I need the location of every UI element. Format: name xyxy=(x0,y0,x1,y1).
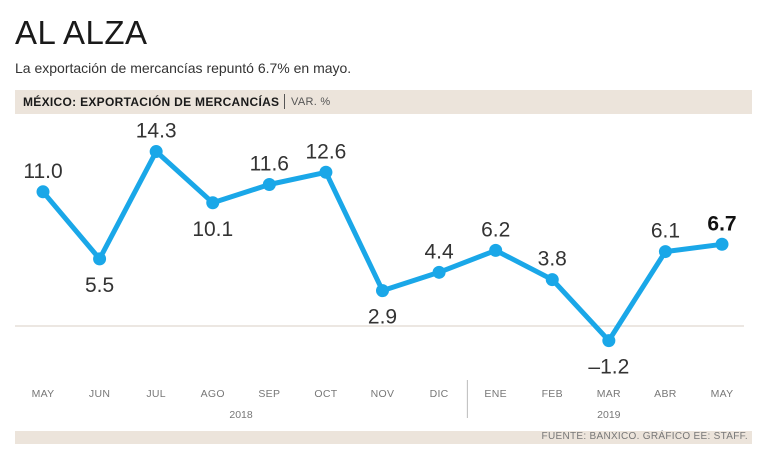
source-band: FUENTE: BANXICO. GRÁFICO EE: STAFF. xyxy=(15,431,752,444)
data-label: 11.6 xyxy=(250,152,289,175)
data-label: –1.2 xyxy=(588,356,629,379)
data-point xyxy=(432,265,446,279)
data-label: 12.6 xyxy=(305,140,346,163)
header-separator xyxy=(284,94,285,109)
x-tick-label: ENE xyxy=(484,388,507,400)
data-point xyxy=(545,273,559,287)
data-label: 6.1 xyxy=(651,220,680,243)
x-tick-label: FEB xyxy=(542,388,563,400)
chart-unit-label: VAR. % xyxy=(291,96,331,108)
data-label: 10.1 xyxy=(192,218,233,241)
year-label: 2018 xyxy=(229,409,253,421)
data-label: 14.3 xyxy=(136,120,177,143)
x-tick-label: JUL xyxy=(146,388,166,400)
x-tick-label: SEP xyxy=(258,388,280,400)
data-label: 6.7 xyxy=(707,212,736,235)
data-label: 3.8 xyxy=(538,248,567,271)
data-label: 5.5 xyxy=(85,274,114,297)
data-label: 2.9 xyxy=(368,306,397,329)
data-point xyxy=(262,177,276,191)
data-point xyxy=(319,165,333,179)
chart-subtitle: La exportación de mercancías repuntó 6.7… xyxy=(15,60,352,76)
data-label: 6.2 xyxy=(481,218,510,241)
data-point xyxy=(149,145,163,159)
data-point xyxy=(206,196,220,210)
x-tick-label: AGO xyxy=(201,388,225,400)
data-point xyxy=(489,243,503,257)
x-tick-label: NOV xyxy=(371,388,395,400)
x-tick-label: ABR xyxy=(654,388,677,400)
data-point xyxy=(602,334,616,348)
chart-title: AL ALZA xyxy=(15,14,148,51)
data-point xyxy=(658,245,672,259)
source-note: FUENTE: BANXICO. GRÁFICO EE: STAFF. xyxy=(541,431,748,442)
x-tick-label: MAY xyxy=(32,388,55,400)
chart-header-band: MÉXICO: EXPORTACIÓN DE MERCANCÍAS VAR. % xyxy=(15,90,752,114)
x-tick-label: JUN xyxy=(89,388,110,400)
data-label: 11.0 xyxy=(23,160,62,183)
x-tick-label: MAR xyxy=(597,388,621,400)
data-point xyxy=(36,185,50,199)
data-point xyxy=(376,284,389,298)
data-point xyxy=(93,252,107,266)
data-point xyxy=(715,237,729,251)
chart-series-title: MÉXICO: EXPORTACIÓN DE MERCANCÍAS xyxy=(23,95,280,109)
data-label: 4.4 xyxy=(424,240,454,263)
x-tick-label: MAY xyxy=(711,388,734,400)
year-label: 2019 xyxy=(597,409,621,421)
x-tick-label: OCT xyxy=(314,388,337,400)
x-tick-label: DIC xyxy=(430,388,449,400)
